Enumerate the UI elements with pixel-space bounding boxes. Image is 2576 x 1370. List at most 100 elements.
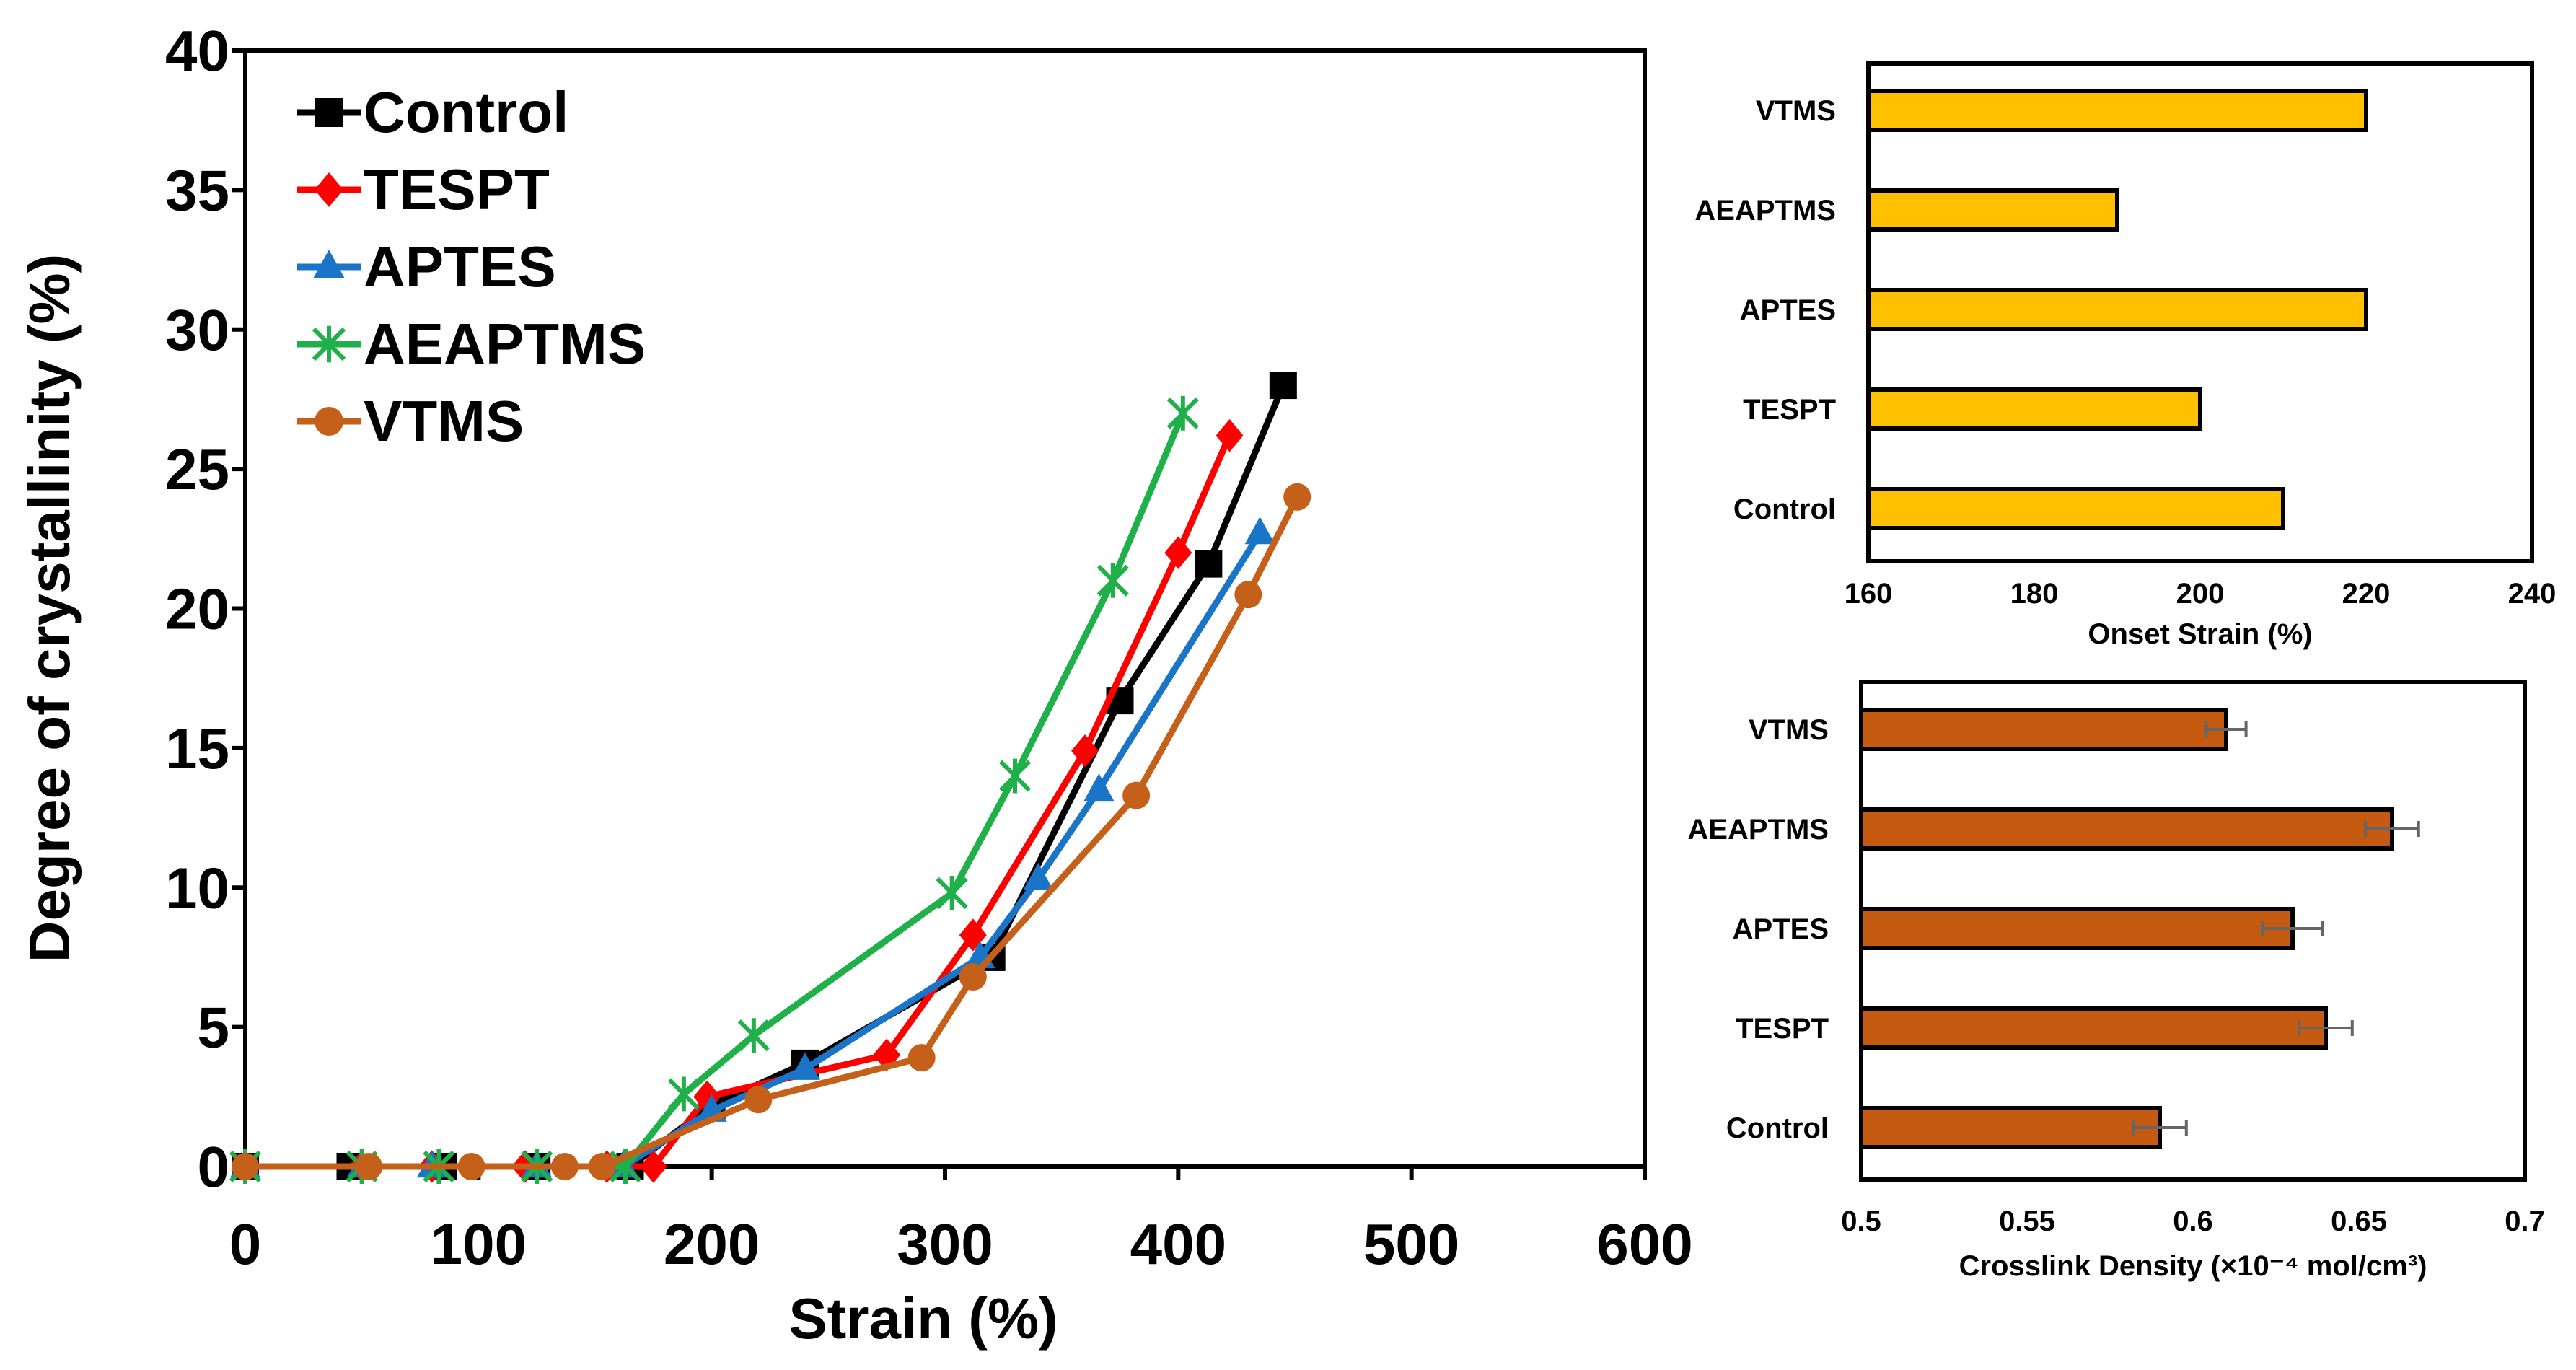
series-line [245,434,1233,1170]
asterisk-marker [312,325,346,363]
x-tick-label: 500 [1363,1212,1459,1276]
triangle-marker-shape [790,1052,820,1080]
legend-label: VTMS [364,389,524,453]
x-axis-title: Onset Strain (%) [2088,618,2312,650]
x-tick-label: 0.6 [2173,1206,2213,1237]
diamond-marker-shape [1216,418,1244,452]
x-tick-label: 240 [2508,578,2557,610]
bar [1859,1006,2328,1050]
circle-marker-shape [744,1086,773,1114]
x-tick-label: 100 [431,1212,527,1276]
square-marker [1269,372,1297,400]
bars: Control TESPT APTES AEAPTMS VTMS [1687,708,2420,1149]
diamond-marker [1071,734,1099,768]
diamond-marker [315,172,343,207]
square-marker [1195,550,1223,578]
x-tick-label: 180 [2010,578,2059,610]
asterisk-marker [936,876,968,910]
x-tick-label: 0.65 [2331,1206,2387,1237]
y-tick-label: 40 [165,19,229,83]
diamond-marker [1164,536,1192,569]
circle-marker-shape [457,1153,485,1180]
x-tick-label: 0.7 [2505,1206,2545,1237]
triangle-marker [313,250,345,278]
y-tick-label: 5 [198,996,230,1060]
asterisk-marker [1096,563,1129,598]
legend-item: TESPT [297,157,550,221]
x-tick-label: 220 [2342,578,2391,610]
circle-marker [1234,581,1262,609]
circle-marker [1122,781,1151,809]
diamond-marker [639,1150,667,1183]
bar-aptes: APTES [1740,288,2368,331]
y-tick-label: 20 [165,577,229,641]
y-tick-label: 15 [165,716,229,781]
series-line [245,531,1263,1170]
x-axis: 0.5 0.55 0.6 0.65 0.7 [1841,1206,2545,1237]
crystallinity-line-chart: 0 5 10 15 20 25 30 35 40 0 100 200 300 400 500 600 Str… [17,19,1693,1351]
y-tick-label: 30 [165,298,229,362]
bar [1866,288,2368,331]
triangle-marker [1023,862,1054,890]
x-tick-label: 200 [664,1212,760,1276]
bar [1859,1106,2162,1149]
triangle-marker-shape [1023,862,1054,890]
series-vtms [232,483,1311,1180]
legend-label: AEAPTMS [364,312,646,376]
category-label: Control [1726,1112,1829,1144]
y-tick-label: 25 [165,437,229,501]
bar-aptes: APTES [1733,907,2324,950]
legend-item: AEAPTMS [297,312,646,376]
circle-marker-shape [315,407,343,436]
onset-strain-bar-chart: Control TESPT APTES AEAPTMS VTMS 160 180 200 22… [1694,61,2557,650]
x-tick-label: 600 [1596,1212,1692,1276]
y-axis: 0 5 10 15 20 25 30 35 40 [165,19,245,1199]
diamond-marker-shape [639,1150,667,1183]
diamond-marker-shape [315,172,343,207]
bar [1859,708,2228,751]
series-control [232,372,1297,1180]
bar [1866,487,2285,530]
series-line [245,384,1286,1170]
bar-control: Control [1733,487,2285,530]
circle-marker-shape [1122,781,1151,809]
legend-label: TESPT [364,157,550,221]
bar-aeaptms: AEAPTMS [1694,188,2119,232]
category-label: VTMS [1756,95,1836,127]
legend-item: APTES [297,234,556,299]
square-marker [315,98,343,127]
circle-marker-shape [1234,581,1262,609]
diamond-marker-shape [1164,536,1192,569]
circle-marker [315,407,343,436]
legend-item: VTMS [297,389,524,453]
diamond-marker [1216,418,1244,452]
bar [1866,89,2368,132]
category-label: APTES [1740,294,1836,326]
x-axis: 0 100 200 300 400 500 600 [229,1167,1693,1276]
square-marker-shape [315,98,343,127]
x-tick-label: 0.55 [1999,1206,2055,1237]
y-tick-label: 0 [198,1135,230,1199]
circle-marker-shape [355,1153,383,1180]
circle-marker [744,1086,773,1114]
series-aeaptms [229,395,1199,1184]
circle-marker-shape [550,1153,579,1180]
x-axis-title: Crosslink Density (×10⁻⁴ mol/cm³) [1959,1250,2427,1282]
circle-marker [907,1044,936,1072]
x-tick-label: 160 [1845,578,1893,610]
bar-aeaptms: AEAPTMS [1687,807,2420,851]
legend-label: APTES [364,234,556,299]
bar [1859,907,2295,950]
y-axis-title: Degree of crystallinity (%) [17,254,82,963]
category-label: TESPT [1736,1013,1829,1045]
bar [1866,387,2202,431]
triangle-marker [790,1052,820,1080]
circle-marker-shape [907,1044,936,1072]
series-line [245,495,1301,1170]
bar [1866,188,2119,232]
diamond-marker-shape [1071,734,1099,768]
square-marker-shape [1269,372,1297,400]
bar-control: Control [1726,1106,2188,1149]
